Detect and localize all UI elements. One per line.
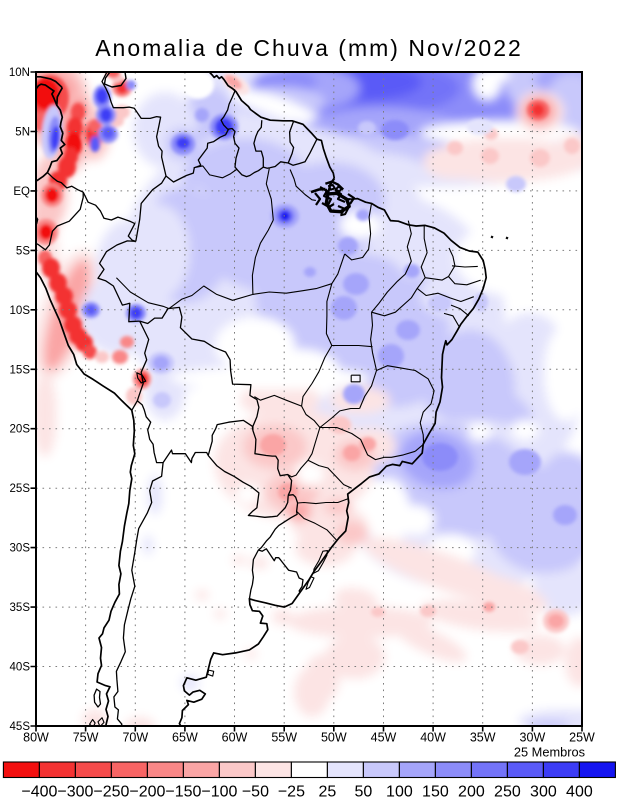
svg-text:10N: 10N (9, 67, 30, 79)
svg-text:30W: 30W (520, 731, 546, 745)
svg-text:20S: 20S (10, 424, 31, 436)
svg-text:35W: 35W (470, 731, 496, 745)
svg-text:30S: 30S (10, 543, 31, 555)
svg-text:−50: −50 (242, 784, 269, 800)
svg-text:55W: 55W (271, 731, 297, 745)
svg-text:−400: −400 (21, 784, 57, 800)
svg-text:−25: −25 (278, 784, 305, 800)
svg-text:25: 25 (319, 784, 337, 800)
svg-text:Anomalia de Chuva (mm) Nov/202: Anomalia de Chuva (mm) Nov/2022 (95, 35, 523, 61)
svg-text:200: 200 (458, 784, 485, 800)
svg-text:5S: 5S (16, 245, 30, 257)
svg-text:5N: 5N (15, 127, 30, 139)
svg-text:50W: 50W (321, 731, 347, 745)
svg-text:65W: 65W (172, 731, 198, 745)
svg-text:25W: 25W (569, 731, 595, 745)
svg-text:50: 50 (355, 784, 373, 800)
svg-text:−250: −250 (93, 784, 129, 800)
svg-text:100: 100 (386, 784, 413, 800)
svg-text:45S: 45S (10, 721, 31, 733)
svg-text:300: 300 (530, 784, 557, 800)
svg-text:75W: 75W (73, 731, 99, 745)
svg-text:45W: 45W (371, 731, 397, 745)
svg-text:−300: −300 (57, 784, 93, 800)
svg-text:25S: 25S (10, 483, 31, 495)
svg-text:150: 150 (422, 784, 449, 800)
svg-text:−100: −100 (201, 784, 237, 800)
svg-text:EQ: EQ (13, 186, 30, 198)
svg-text:70W: 70W (122, 731, 148, 745)
svg-text:40S: 40S (10, 662, 31, 674)
svg-text:35S: 35S (10, 602, 31, 614)
svg-text:25 Membros: 25 Membros (514, 745, 585, 760)
svg-text:15S: 15S (10, 364, 31, 376)
svg-text:80W: 80W (23, 731, 49, 745)
svg-text:250: 250 (494, 784, 521, 800)
svg-text:60W: 60W (222, 731, 248, 745)
svg-text:400: 400 (566, 784, 593, 800)
svg-text:10S: 10S (10, 305, 31, 317)
svg-text:40W: 40W (420, 731, 446, 745)
svg-text:−200: −200 (129, 784, 165, 800)
svg-text:−150: −150 (165, 784, 201, 800)
